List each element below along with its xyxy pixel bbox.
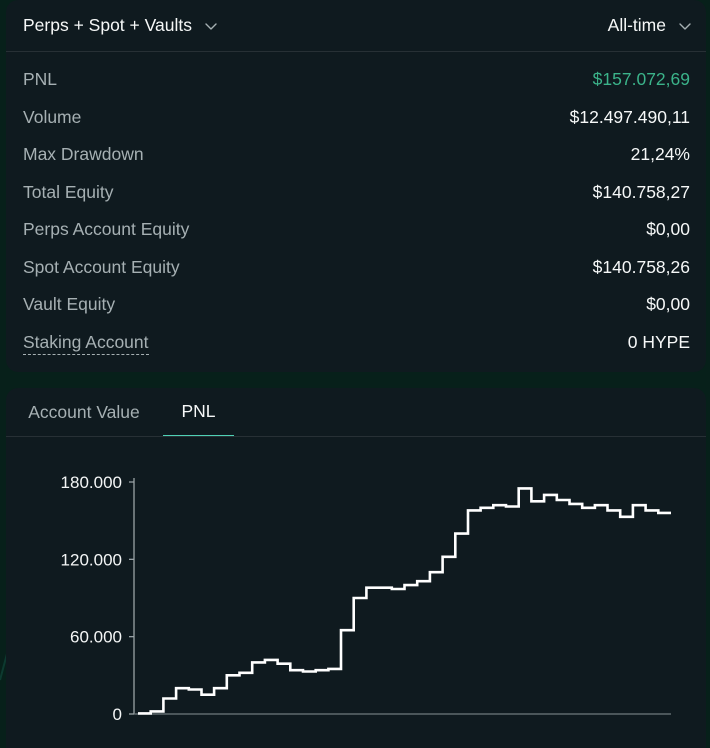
stat-label: PNL <box>23 69 58 89</box>
stat-value: $12.497.490,11 <box>569 106 690 127</box>
stat-value: $0,00 <box>646 294 690 314</box>
pnl-chart: 0 60.000 120.000 180.000 <box>61 473 671 724</box>
chart-panel: Account Value PNL 0 60.000 120.000 180.000 <box>6 388 706 748</box>
account-summary-panel: Perps + Spot + Vaults All-time PNL $157.… <box>6 0 706 372</box>
tab-account-value[interactable]: Account Value <box>28 401 140 422</box>
y-tick-label: 180.000 <box>61 473 122 492</box>
stat-row-pnl: PNL $157.072,69 <box>6 62 706 100</box>
time-range-select[interactable]: All-time <box>566 0 706 51</box>
stat-row-staking-account: Staking Account 0 HYPE <box>6 325 706 363</box>
stat-row-total-equity: Total Equity $140.758,27 <box>6 175 706 213</box>
tab-pnl[interactable]: PNL <box>163 388 234 436</box>
scope-select-value: Perps + Spot + Vaults <box>23 15 192 35</box>
pnl-series-line <box>138 487 671 715</box>
stat-label: Total Equity <box>23 181 114 202</box>
stat-row-max-drawdown: Max Drawdown 21,24% <box>6 137 706 175</box>
stat-label: Vault Equity <box>23 294 116 314</box>
chevron-down-icon <box>679 22 691 30</box>
staking-account-link[interactable]: Staking Account <box>23 332 149 355</box>
stat-label: Perps Account Equity <box>23 219 190 239</box>
y-tick-label: 60.000 <box>70 628 122 647</box>
stat-value: $140.758,27 <box>592 181 690 202</box>
stat-label: Spot Account Equity <box>23 256 180 277</box>
y-tick-label: 120.000 <box>61 550 122 569</box>
stat-value: $157.072,69 <box>592 69 690 89</box>
stat-row-volume: Volume $12.497.490,11 <box>6 100 706 138</box>
stats-list: PNL $157.072,69 Volume $12.497.490,11 Ma… <box>6 62 706 362</box>
stat-row-vault-equity: Vault Equity $0,00 <box>6 287 706 325</box>
chevron-down-icon <box>205 22 217 30</box>
stat-value: $0,00 <box>646 219 690 239</box>
stat-value: 0 HYPE <box>627 331 690 352</box>
stat-row-perps-equity: Perps Account Equity $0,00 <box>6 212 706 250</box>
chart-tabs: Account Value PNL <box>6 388 706 437</box>
y-tick-label: 0 <box>113 705 122 724</box>
stat-value: 21,24% <box>630 144 690 164</box>
stat-label: Max Drawdown <box>23 144 144 164</box>
filter-header: Perps + Spot + Vaults All-time <box>6 0 706 52</box>
stat-value: $140.758,26 <box>592 256 690 277</box>
stat-row-spot-equity: Spot Account Equity $140.758,26 <box>6 250 706 288</box>
time-range-select-value: All-time <box>607 15 666 35</box>
scope-select[interactable]: Perps + Spot + Vaults <box>6 0 246 51</box>
stat-label: Volume <box>23 106 82 127</box>
